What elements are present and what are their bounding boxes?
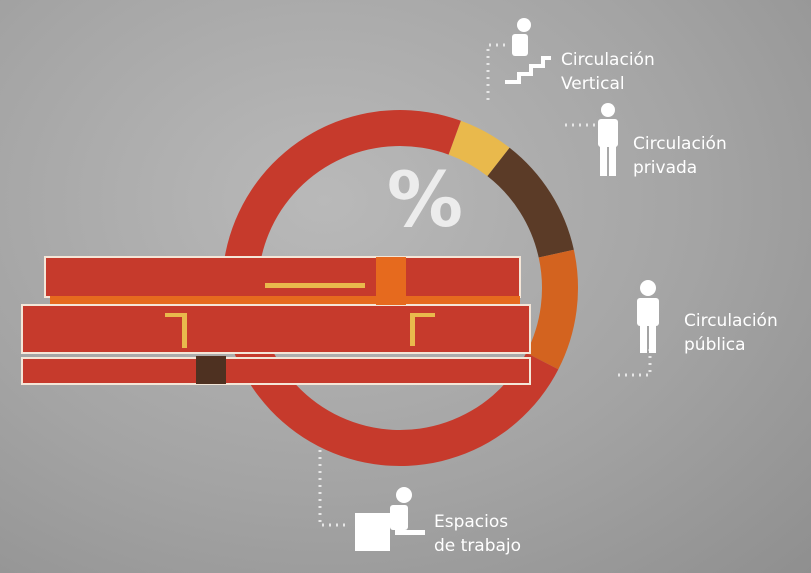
donut-segment xyxy=(487,147,574,258)
label: Circulación pública xyxy=(684,311,778,355)
label: Circulación privada xyxy=(633,134,727,178)
leader-lines xyxy=(318,43,652,527)
chart-title: % xyxy=(387,155,463,244)
donut xyxy=(221,109,578,467)
building-section xyxy=(21,256,531,385)
label: Espacios de trabajo xyxy=(434,512,522,556)
donut-segment xyxy=(526,249,578,370)
donut-segment xyxy=(448,120,510,177)
icons xyxy=(355,18,659,551)
label: Circulación Vertical xyxy=(561,50,655,94)
